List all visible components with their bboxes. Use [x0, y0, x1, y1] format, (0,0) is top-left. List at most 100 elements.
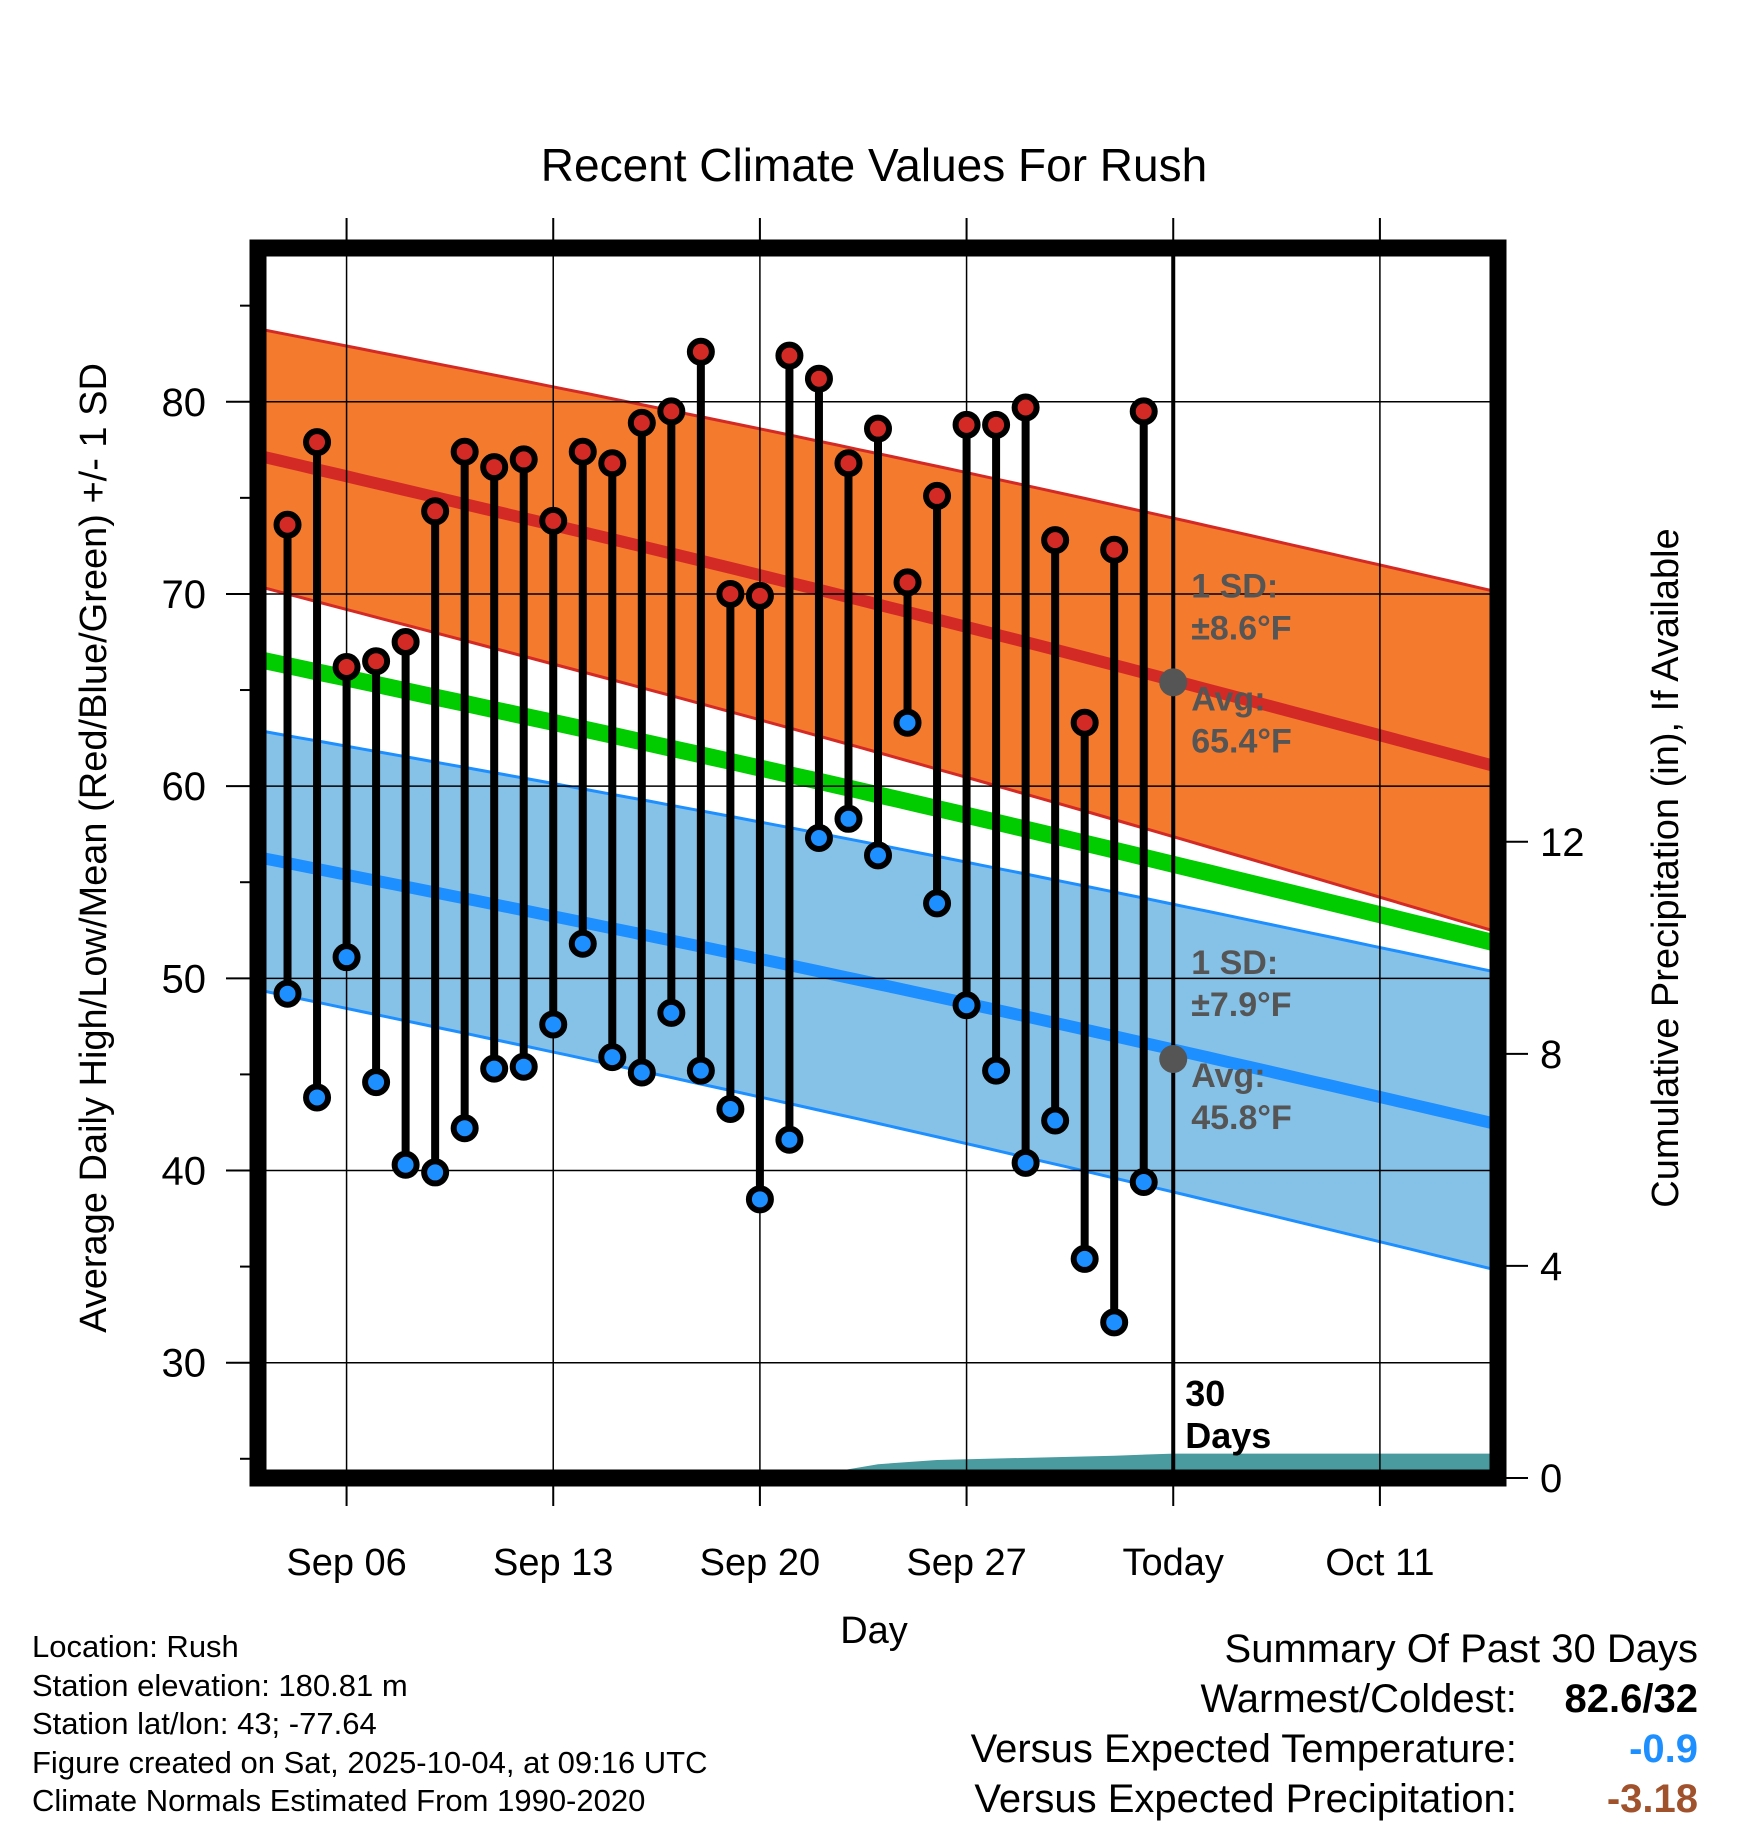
daily-high-point — [539, 506, 568, 535]
daily-low-point — [834, 804, 863, 833]
daily-low-point — [716, 1095, 745, 1123]
plot-frame — [249, 239, 1507, 1487]
daily-low-point — [657, 998, 686, 1027]
daily-low-point — [686, 1056, 715, 1085]
daily-low-point — [450, 1114, 479, 1143]
precip-anomaly-value: -3.18 — [1606, 1777, 1698, 1821]
high-sd-label: 1 SD: — [1191, 567, 1278, 605]
x-tick-label: Today — [1123, 1542, 1224, 1584]
daily-low-point — [539, 1010, 568, 1039]
daily-high-point — [982, 410, 1011, 439]
daily-high-point — [716, 579, 745, 608]
normals-text: Climate Normals Estimated From 1990-2020 — [32, 1783, 646, 1818]
y-axis-label: Average Daily High/Low/Mean (Red/Blue/Gr… — [73, 363, 115, 1333]
daily-low-point — [982, 1056, 1011, 1085]
daily-low-point — [362, 1068, 391, 1097]
y2-tick-label: 8 — [1540, 1033, 1562, 1077]
daily-high-point — [598, 449, 627, 478]
daily-low-point — [391, 1150, 420, 1179]
plot-overlay: 1 SD: ±8.6°F Avg: 65.4°F 1 SD: ±7.9°F Avg: 45.8… — [273, 248, 1292, 1478]
daily-low-point — [332, 943, 361, 972]
daily-high-point — [362, 647, 391, 676]
daily-low-point — [1070, 1244, 1099, 1273]
daily-high-point — [745, 581, 774, 610]
daily-high-point — [952, 410, 981, 439]
daily-high-point — [923, 481, 952, 510]
daily-high-point — [627, 408, 656, 437]
daily-high-point — [421, 497, 450, 526]
y2-tick-label: 12 — [1540, 821, 1585, 865]
created-text: Figure created on Sat, 2025-10-04, at 09… — [32, 1744, 708, 1780]
y-tick-label: 80 — [162, 381, 207, 425]
daily-low-point — [775, 1125, 804, 1154]
daily-high-point — [332, 652, 361, 681]
daily-high-point — [509, 445, 538, 474]
station-info: Location: Rush Station elevation: 180.81… — [32, 1628, 708, 1821]
daily-low-point — [745, 1185, 774, 1214]
daily-high-point — [1100, 535, 1129, 564]
daily-high-point — [480, 453, 509, 482]
x-tick-label: Oct 11 — [1325, 1542, 1434, 1584]
high-avg-marker — [1159, 668, 1188, 697]
warmest-coldest-value: 82.6/32 — [1564, 1677, 1698, 1721]
daily-low-point — [1011, 1148, 1040, 1177]
daily-high-point — [775, 341, 804, 370]
daily-high-point — [834, 449, 863, 478]
summary-panel: Summary Of Past 30 Days Warmest/Coldest:… — [971, 1624, 1698, 1824]
daily-high-point — [864, 414, 892, 443]
daily-high-point — [893, 568, 922, 597]
daily-low-point — [598, 1043, 627, 1072]
daily-high-point — [657, 397, 686, 426]
temp-anomaly-label: Versus Expected Temperature: — [970, 1727, 1517, 1771]
daily-high-point — [450, 437, 479, 466]
daily-low-point — [568, 929, 597, 958]
chart-title: Recent Climate Values For Rush — [541, 139, 1207, 191]
high-sd-value: ±8.6°F — [1191, 609, 1291, 647]
daily-high-point — [804, 364, 833, 393]
precip-anomaly-row: Versus Expected Precipitation: -3.18 — [971, 1774, 1698, 1824]
daily-high-point — [391, 627, 420, 656]
x-tick-label: Sep 20 — [700, 1542, 820, 1584]
daily-low-point — [273, 979, 302, 1008]
daily-low-point — [952, 991, 981, 1020]
x-tick-label: Sep 27 — [906, 1542, 1026, 1584]
y2-tick-label: 4 — [1540, 1245, 1562, 1289]
daily-low-point — [1100, 1308, 1129, 1337]
daily-low-point — [893, 708, 922, 737]
daily-low-point — [421, 1158, 450, 1187]
y-tick-label: 50 — [162, 957, 207, 1001]
temp-anomaly-value: -0.9 — [1629, 1727, 1698, 1771]
y-tick-label: 40 — [162, 1150, 207, 1194]
days-label: Days — [1185, 1415, 1271, 1456]
daily-high-point — [303, 428, 332, 457]
daily-high-point — [273, 510, 302, 539]
y-tick-label: 30 — [162, 1342, 207, 1386]
x-tick-label: Sep 06 — [286, 1542, 406, 1584]
daily-high-point — [1041, 526, 1070, 555]
precip-anomaly-label: Versus Expected Precipitation: — [974, 1777, 1517, 1821]
summary-title: Summary Of Past 30 Days — [1224, 1627, 1698, 1671]
low-sd-label: 1 SD: — [1191, 944, 1278, 982]
y2-tick-label: 0 — [1540, 1457, 1562, 1501]
low-avg-label: Avg: — [1191, 1057, 1265, 1095]
elevation-text: Station elevation: 180.81 m — [32, 1667, 408, 1703]
axes: 30 40 50 60 70 80 0 4 8 12 Sep 06 Sep 13 Sep 20 Sep 2… — [162, 218, 1585, 1584]
daily-low-point — [303, 1083, 332, 1112]
latlon-text: Station lat/lon: 43; -77.64 — [32, 1706, 377, 1741]
high-avg-label: Avg: — [1191, 680, 1265, 718]
low-avg-marker — [1159, 1045, 1188, 1074]
warmest-coldest-label: Warmest/Coldest: — [1200, 1677, 1517, 1721]
daily-low-point — [864, 841, 892, 870]
low-sd-band — [258, 730, 1498, 1271]
daily-high-point — [686, 337, 715, 366]
warmest-coldest-row: Warmest/Coldest: 82.6/32 — [971, 1674, 1699, 1724]
daily-low-point — [627, 1058, 656, 1087]
x-axis-label: Day — [840, 1610, 908, 1652]
daily-high-point — [1070, 708, 1099, 737]
daily-low-point — [509, 1052, 538, 1081]
daily-low-point — [804, 824, 833, 853]
daily-high-point — [568, 437, 597, 466]
daily-high-point — [1129, 397, 1158, 426]
temp-anomaly-row: Versus Expected Temperature: -0.9 — [971, 1724, 1698, 1774]
